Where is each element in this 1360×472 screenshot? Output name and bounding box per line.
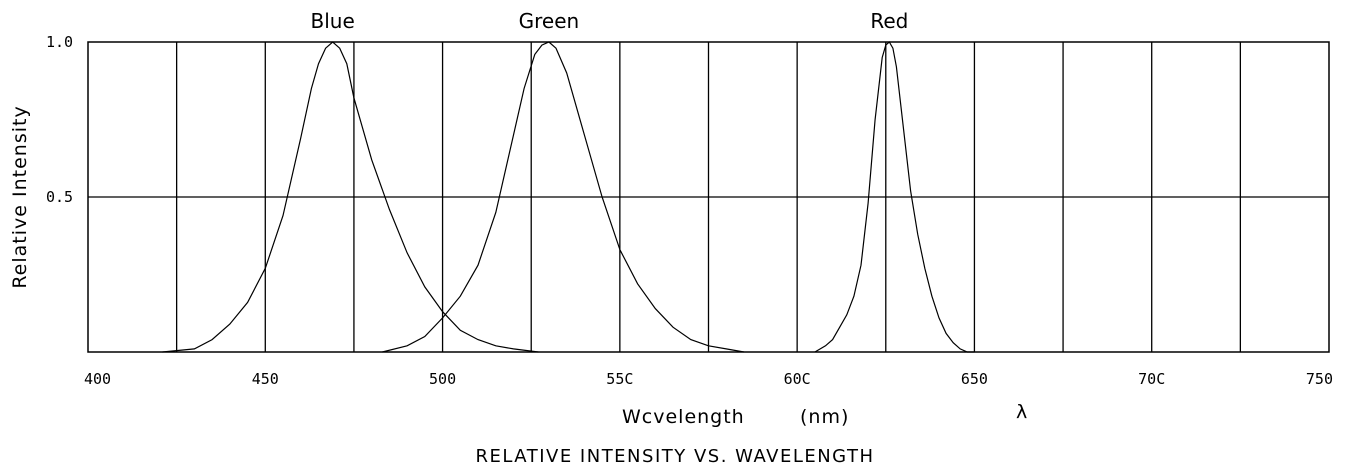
x-axis-label-word: Wcvelength	[622, 406, 745, 428]
x-tick-label-450: 450	[252, 370, 279, 388]
y-axis-label: Relative Intensity	[9, 105, 31, 288]
x-tick-label-500: 500	[429, 370, 456, 388]
lambda-symbol: λ	[1016, 401, 1028, 423]
x-tick-label-750: 750	[1306, 370, 1333, 388]
red-series-label: Red	[870, 9, 908, 33]
red-curve	[814, 41, 975, 353]
x-tick-label-700: 70C	[1138, 370, 1165, 388]
grid-lines	[88, 42, 1329, 352]
x-tick-label-400: 400	[84, 370, 111, 388]
x-tick-labels: 400 450 500 55C 60C 650 70C 750	[84, 370, 1333, 388]
series-labels: Blue Green Red	[311, 9, 909, 33]
x-tick-label-600: 60C	[784, 370, 811, 388]
green-series-label: Green	[519, 9, 580, 33]
spectrum-curves	[162, 41, 975, 353]
x-axis-label-unit: (nm)	[800, 406, 849, 428]
y-tick-label-0.5: 0.5	[46, 188, 73, 206]
y-tick-labels: 1.0 0.5	[46, 33, 73, 206]
x-tick-label-550: 55C	[606, 370, 633, 388]
chart-caption: RELATIVE INTENSITY VS. WAVELENGTH	[475, 446, 874, 467]
blue-series-label: Blue	[311, 9, 355, 33]
blue-curve	[162, 41, 539, 353]
plot-frame	[87, 41, 1330, 353]
green-curve	[382, 41, 745, 353]
y-tick-label-1: 1.0	[46, 33, 73, 51]
x-tick-label-650: 650	[961, 370, 988, 388]
